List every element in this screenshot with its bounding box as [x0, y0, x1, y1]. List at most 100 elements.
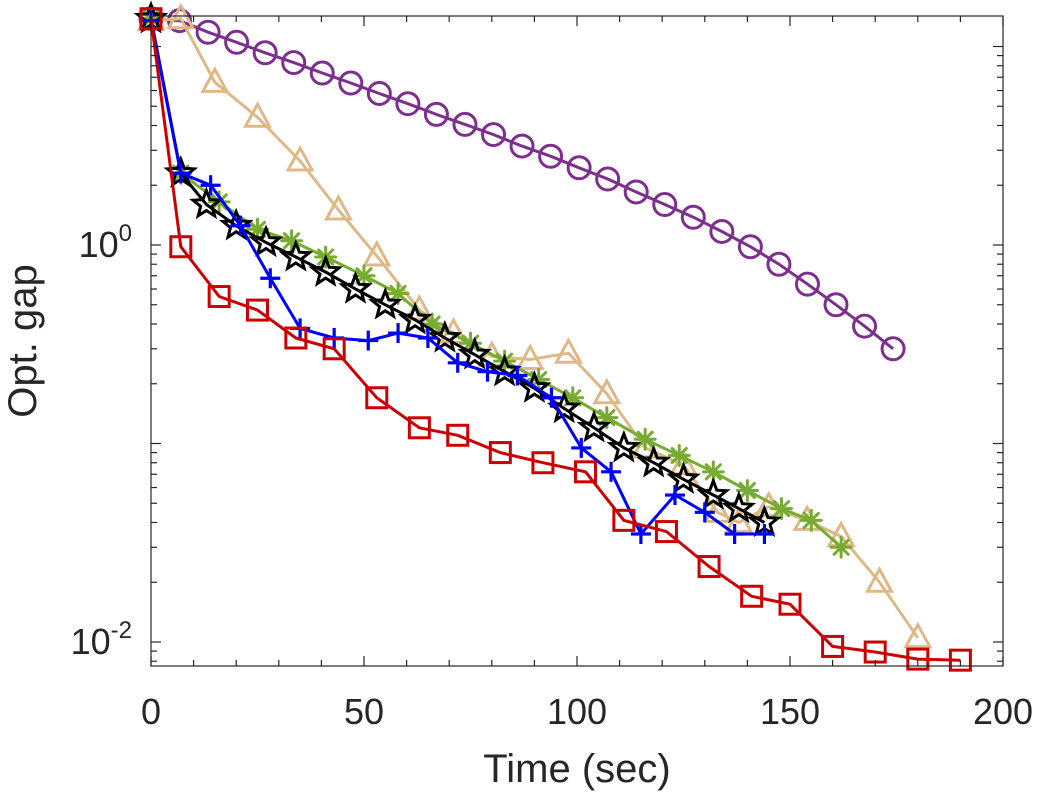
data-point-blue-plus [230, 215, 251, 236]
data-point-green-asterisk [799, 508, 823, 532]
data-point-purple-circle [338, 70, 364, 96]
series-green-asterisk [139, 7, 853, 559]
data-point-purple-circle [595, 166, 621, 192]
data-point-red-square [948, 648, 972, 672]
data-point-red-square [246, 298, 269, 322]
data-point-blue-plus [694, 502, 715, 523]
data-point-blue-plus [664, 485, 685, 506]
data-point-black-star [666, 461, 701, 494]
x-tick-label-0: 0 [141, 691, 161, 732]
data-point-purple-circle [823, 292, 849, 318]
data-point-blue-plus [260, 268, 281, 289]
data-point-blue-plus [358, 330, 379, 351]
data-point-purple-circle [309, 60, 335, 86]
data-point-black-star [721, 490, 757, 524]
data-point-purple-circle [652, 191, 678, 217]
x-tick-label-50: 50 [344, 691, 384, 732]
data-point-tan-triangle [668, 448, 699, 476]
data-point-red-square [407, 416, 431, 440]
data-point-black-star [248, 224, 284, 258]
x-tick-label-200: 200 [973, 691, 1033, 732]
data-point-black-star [338, 270, 373, 304]
data-point-purple-circle [538, 143, 564, 169]
series-purple-circle [138, 6, 906, 362]
y-axis-label: Opt. gap [1, 264, 45, 417]
data-point-purple-circle [566, 155, 592, 181]
series-line-tan-triangle [150, 17, 920, 639]
data-point-tan-triangle [592, 377, 622, 405]
data-point-red-square [574, 460, 598, 484]
data-point-purple-circle [366, 80, 392, 106]
data-point-red-square [906, 647, 930, 671]
data-point-purple-circle [224, 29, 250, 55]
data-point-black-star [606, 429, 642, 463]
data-point-purple-circle [737, 234, 763, 260]
data-point-tan-triangle [285, 144, 315, 172]
data-point-black-star [427, 319, 463, 353]
data-point-red-square [740, 584, 764, 608]
data-point-purple-circle [195, 19, 221, 45]
data-point-blue-plus [571, 437, 592, 458]
data-point-red-square [365, 386, 389, 410]
series-line-green-asterisk [149, 18, 843, 549]
data-point-red-square [169, 235, 193, 259]
data-point-green-asterisk [735, 478, 759, 502]
data-point-purple-circle [766, 251, 792, 277]
data-point-tan-triangle [200, 66, 230, 93]
data-point-black-star [308, 253, 343, 287]
data-point-green-asterisk [667, 444, 691, 468]
data-point-blue-plus [754, 524, 775, 545]
series-line-red-square [149, 18, 961, 662]
data-point-black-star [576, 409, 612, 443]
data-point-red-square [207, 285, 231, 309]
data-point-green-asterisk [769, 497, 793, 521]
data-point-blue-plus [630, 524, 651, 545]
data-point-blue-plus [388, 323, 409, 344]
data-point-red-square [322, 337, 346, 361]
data-point-purple-circle [281, 50, 307, 76]
data-point-blue-plus [601, 461, 622, 482]
x-axis-label: Time (sec) [483, 747, 670, 791]
data-point-blue-plus [541, 387, 562, 408]
data-point-black-star [189, 186, 224, 220]
data-point-tan-triangle [242, 101, 273, 128]
data-point-black-star [636, 444, 671, 478]
x-tick-label-100: 100 [547, 691, 607, 732]
data-point-blue-plus [170, 163, 191, 184]
data-point-tan-triangle [362, 239, 392, 267]
data-point-red-square [446, 423, 470, 447]
data-point-blue-plus [447, 352, 468, 373]
x-tick-label-150: 150 [760, 691, 820, 732]
data-point-red-square [612, 508, 636, 532]
data-point-red-square [488, 441, 512, 465]
data-point-green-asterisk [701, 460, 725, 484]
data-point-red-square [654, 520, 678, 544]
data-point-black-star [278, 238, 314, 272]
data-point-tan-triangle [323, 193, 353, 221]
data-point-red-square [778, 592, 802, 616]
data-point-blue-plus [477, 361, 498, 382]
data-point-tan-triangle [903, 621, 933, 649]
data-point-red-square [531, 451, 555, 475]
data-point-purple-circle [709, 218, 735, 244]
series-red-square [139, 7, 972, 672]
ticks-layer [150, 16, 1004, 666]
data-point-purple-circle [794, 271, 820, 297]
data-point-red-square [821, 634, 845, 658]
data-point-purple-circle [395, 91, 421, 117]
data-point-green-asterisk [633, 427, 657, 451]
data-point-purple-circle [623, 179, 649, 205]
data-point-black-star [696, 476, 731, 510]
data-point-purple-circle [509, 133, 535, 159]
data-point-black-star [397, 301, 433, 335]
data-point-purple-circle [481, 122, 507, 148]
data-point-red-square [284, 326, 308, 350]
data-point-black-star [457, 336, 493, 370]
data-point-tan-triangle [515, 343, 545, 370]
data-point-blue-plus [724, 524, 745, 545]
data-point-tan-triangle [864, 566, 894, 593]
data-point-black-star [487, 353, 522, 387]
data-point-purple-circle [423, 101, 449, 127]
data-point-black-star [368, 286, 403, 320]
